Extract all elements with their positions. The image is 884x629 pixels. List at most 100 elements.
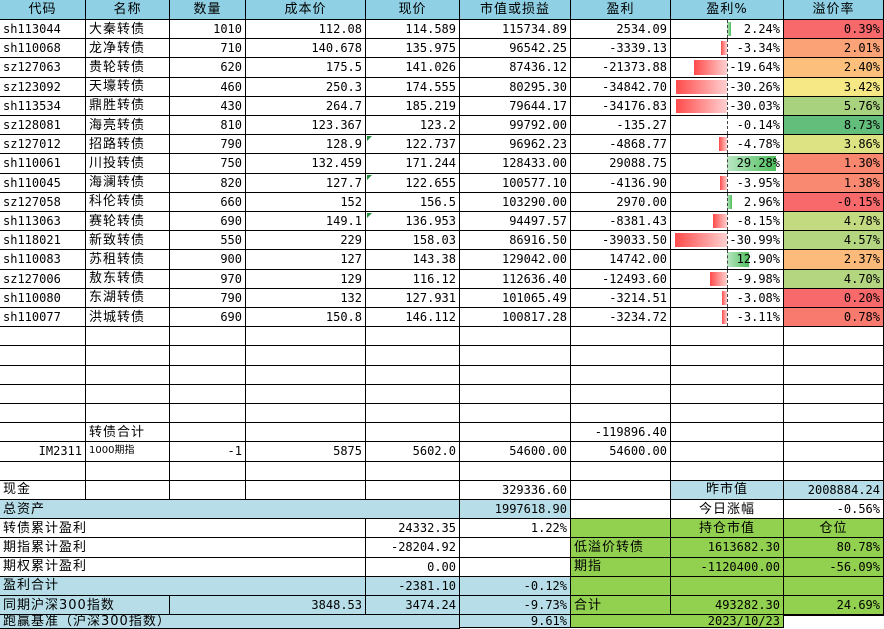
futures-cum-profit-label[interactable]: 期指累计盈利 <box>0 538 366 557</box>
bond-profit[interactable]: 2534.09 <box>571 20 671 39</box>
empty-cell[interactable] <box>671 442 784 461</box>
bond-profit-pct[interactable]: -3.08% <box>671 289 784 308</box>
bond-cost[interactable]: 127.7 <box>246 174 366 193</box>
header-cost[interactable]: 成本价 <box>246 0 366 20</box>
bond-name[interactable]: 赛轮转债 <box>86 212 170 231</box>
bond-profit-pct[interactable]: 29.28% <box>671 154 784 173</box>
bond-code[interactable]: sz128081 <box>0 116 86 135</box>
bond-premium[interactable]: 2.01% <box>784 39 884 58</box>
futures-position-pct[interactable]: -56.09% <box>784 558 884 577</box>
cash-value[interactable]: 329336.60 <box>460 481 571 500</box>
bond-premium[interactable]: 5.76% <box>784 97 884 116</box>
bond-price[interactable]: 171.244 <box>366 154 460 173</box>
bond-profit[interactable]: 14742.00 <box>571 250 671 269</box>
bond-qty[interactable]: 690 <box>170 212 246 231</box>
empty-cell[interactable] <box>246 346 366 365</box>
bond-code[interactable]: sz123092 <box>0 78 86 97</box>
bond-cost[interactable]: 264.7 <box>246 97 366 116</box>
empty-cell[interactable] <box>86 385 170 404</box>
empty-cell[interactable] <box>571 500 671 519</box>
sum-mv[interactable]: 493282.30 <box>671 596 784 615</box>
bond-price[interactable]: 114.589 <box>366 20 460 39</box>
bond-profit[interactable]: -4868.77 <box>571 135 671 154</box>
bond-qty[interactable]: 810 <box>170 116 246 135</box>
empty-cell[interactable] <box>571 481 671 500</box>
empty-cell[interactable] <box>784 385 884 404</box>
bond-market-value[interactable]: 101065.49 <box>460 289 571 308</box>
futures-position-label[interactable]: 期指 <box>571 558 671 577</box>
empty-cell[interactable] <box>460 385 571 404</box>
bond-market-value[interactable]: 87436.12 <box>460 58 571 77</box>
bond-code[interactable]: sh118021 <box>0 231 86 250</box>
empty-cell[interactable] <box>784 404 884 423</box>
bond-market-value[interactable]: 100577.10 <box>460 174 571 193</box>
bond-name[interactable]: 贵轮转债 <box>86 58 170 77</box>
empty-cell[interactable] <box>246 423 366 442</box>
bond-name[interactable]: 川投转债 <box>86 154 170 173</box>
bond-profit[interactable]: 2970.00 <box>571 193 671 212</box>
bond-market-value[interactable]: 86916.50 <box>460 231 571 250</box>
today-change-value[interactable]: -0.56% <box>784 500 884 519</box>
total-assets-value[interactable]: 1997618.90 <box>460 500 571 519</box>
bond-premium[interactable]: 0.20% <box>784 289 884 308</box>
position-header[interactable]: 仓位 <box>784 519 884 538</box>
bond-profit[interactable]: 29088.75 <box>571 154 671 173</box>
bond-market-value[interactable]: 96962.23 <box>460 135 571 154</box>
empty-cell[interactable] <box>784 577 884 596</box>
bond-code[interactable]: sh110061 <box>0 154 86 173</box>
bond-premium[interactable]: 0.78% <box>784 308 884 327</box>
empty-cell[interactable] <box>671 385 784 404</box>
bond-profit-pct[interactable]: -19.64% <box>671 58 784 77</box>
empty-cell[interactable] <box>571 366 671 385</box>
futures-code[interactable]: IM2311 <box>0 442 86 461</box>
bond-name[interactable]: 海亮转债 <box>86 116 170 135</box>
empty-cell[interactable] <box>571 385 671 404</box>
header-code[interactable]: 代码 <box>0 0 86 20</box>
empty-cell[interactable] <box>170 404 246 423</box>
cash-label[interactable]: 现金 <box>0 481 86 500</box>
options-cum-profit-label[interactable]: 期权累计盈利 <box>0 558 366 577</box>
bond-price[interactable]: 185.219 <box>366 97 460 116</box>
bond-price[interactable]: 143.38 <box>366 250 460 269</box>
low-premium-bonds-label[interactable]: 低溢价转债 <box>571 538 671 557</box>
today-change-label[interactable]: 今日涨幅 <box>671 500 784 519</box>
bond-cost[interactable]: 132.459 <box>246 154 366 173</box>
empty-cell[interactable] <box>246 366 366 385</box>
bond-profit-pct[interactable]: -3.34% <box>671 39 784 58</box>
bond-cost[interactable]: 150.8 <box>246 308 366 327</box>
profit-total-label[interactable]: 盈利合计 <box>0 577 366 596</box>
bond-premium[interactable]: 8.73% <box>784 116 884 135</box>
bond-profit-pct[interactable]: -0.14% <box>671 116 784 135</box>
bond-profit-pct[interactable]: -3.11% <box>671 308 784 327</box>
bond-qty[interactable]: 460 <box>170 78 246 97</box>
bond-code[interactable]: sh110080 <box>0 289 86 308</box>
bond-profit[interactable]: -3214.51 <box>571 289 671 308</box>
empty-cell[interactable] <box>86 481 170 500</box>
bond-price[interactable]: 141.026 <box>366 58 460 77</box>
bond-qty[interactable]: 430 <box>170 97 246 116</box>
empty-cell[interactable] <box>460 423 571 442</box>
bond-profit[interactable]: -3339.13 <box>571 39 671 58</box>
empty-cell[interactable] <box>0 366 86 385</box>
bond-market-value[interactable]: 96542.25 <box>460 39 571 58</box>
empty-cell[interactable] <box>366 404 460 423</box>
futures-price[interactable]: 5602.0 <box>366 442 460 461</box>
empty-cell[interactable] <box>170 423 246 442</box>
bond-code[interactable]: sh110077 <box>0 308 86 327</box>
bond-premium[interactable]: 3.42% <box>784 78 884 97</box>
bond-price[interactable]: 127.931 <box>366 289 460 308</box>
bond-name[interactable]: 大秦转债 <box>86 20 170 39</box>
bond-code[interactable]: sz127006 <box>0 270 86 289</box>
bond-market-value[interactable]: 128433.00 <box>460 154 571 173</box>
header-mv[interactable]: 市值或损益 <box>460 0 571 20</box>
bond-name[interactable]: 鼎胜转债 <box>86 97 170 116</box>
sum-position[interactable]: 24.69% <box>784 596 884 615</box>
bond-market-value[interactable]: 94497.57 <box>460 212 571 231</box>
bond-cum-profit-pct[interactable]: 1.22% <box>460 519 571 538</box>
empty-cell[interactable] <box>86 346 170 365</box>
header-price[interactable]: 现价 <box>366 0 460 20</box>
bond-profit[interactable]: -34176.83 <box>571 97 671 116</box>
bond-cum-profit-label[interactable]: 转债累计盈利 <box>0 519 366 538</box>
bond-name[interactable]: 龙净转债 <box>86 39 170 58</box>
bond-premium[interactable]: 4.78% <box>784 212 884 231</box>
